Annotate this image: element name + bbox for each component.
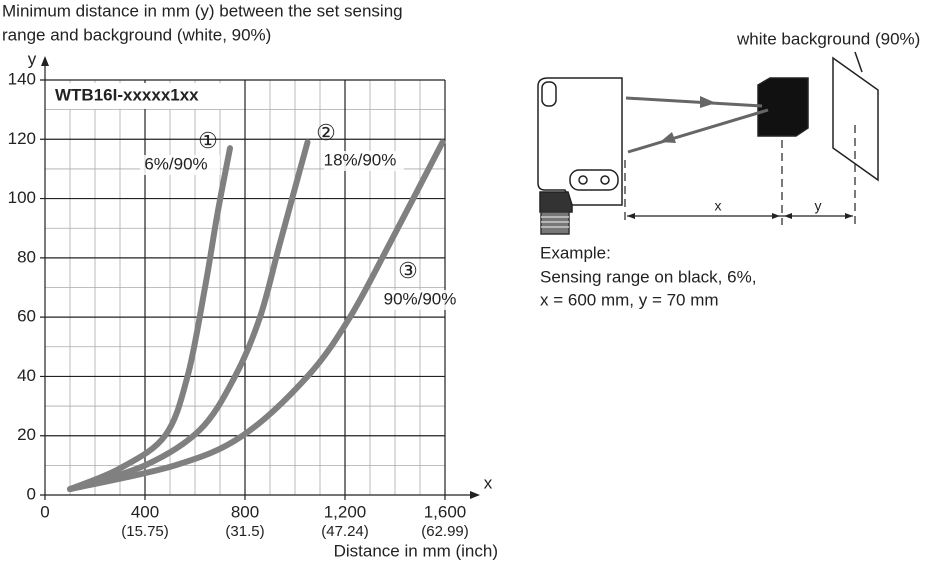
curve-label: 6%/90% xyxy=(144,154,207,173)
example-line: Example: xyxy=(540,243,611,262)
x-tick-label: 800 xyxy=(231,502,259,521)
x-axis-label: Distance in mm (inch) xyxy=(334,541,498,560)
y-tick-label: 20 xyxy=(17,425,36,444)
sensor-diagram xyxy=(537,51,879,235)
example-line: x = 600 mm, y = 70 mm xyxy=(540,290,719,309)
title-line: Minimum distance in mm (y) between the s… xyxy=(2,1,403,20)
example-line: Sensing range on black, 6%, xyxy=(540,267,756,286)
model-label: WTB16I-xxxxx1xx xyxy=(55,85,199,104)
curve xyxy=(67,139,311,493)
title-line: range and background (white, 90%) xyxy=(2,25,271,44)
label-bg xyxy=(384,290,464,310)
x-tick-sublabel: (62.99) xyxy=(421,523,469,540)
curve xyxy=(67,139,446,493)
x-tick-label: 1,200 xyxy=(324,502,367,521)
y-tick-label: 140 xyxy=(8,69,36,88)
x-tick-label: 400 xyxy=(131,502,159,521)
x-tick-sublabel: (31.5) xyxy=(225,523,264,540)
x-tick-sublabel: (47.24) xyxy=(321,523,369,540)
label-bg xyxy=(140,155,220,175)
label-bg xyxy=(324,151,404,171)
y-tick-label: 0 xyxy=(27,484,36,503)
x-dimension: x xyxy=(715,198,722,214)
y-tick-label: 80 xyxy=(17,247,36,266)
arrow-head xyxy=(470,491,480,499)
y-tick-label: 120 xyxy=(8,129,36,148)
background-label: white background (90%) xyxy=(736,29,920,48)
y-tick-label: 100 xyxy=(8,188,36,207)
x-axis-letter: x xyxy=(484,473,493,492)
y-tick-label: 60 xyxy=(17,307,36,326)
x-tick-label: 0 xyxy=(40,502,49,521)
x-tick-sublabel: (15.75) xyxy=(121,523,169,540)
label-box-bg xyxy=(49,83,221,109)
curve-number: ③ xyxy=(398,258,418,283)
curve-label: 18%/90% xyxy=(324,150,397,169)
curve-number: ② xyxy=(316,120,336,145)
curve-number: ① xyxy=(198,128,218,153)
y-dimension: y xyxy=(815,198,822,214)
x-tick-label: 1,600 xyxy=(424,502,467,521)
curve-label: 90%/90% xyxy=(384,289,457,308)
curve xyxy=(67,145,233,493)
arrow-head xyxy=(41,56,49,66)
y-axis-letter: y xyxy=(28,49,37,68)
y-tick-label: 40 xyxy=(17,366,36,385)
